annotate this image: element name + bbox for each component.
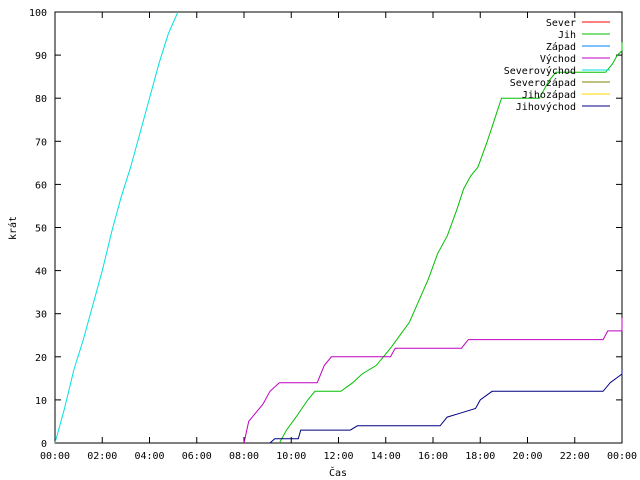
x-axis-label: Čas: [329, 466, 347, 479]
y-tick-label: 10: [35, 396, 47, 407]
x-tick-label: 04:00: [134, 451, 164, 462]
legend-label: Severovýchod: [504, 65, 576, 77]
legend-label: Sever: [546, 18, 576, 29]
legend-label: Jihovýchod: [516, 101, 576, 113]
y-tick-label: 80: [35, 94, 47, 105]
x-tick-label: 10:00: [276, 451, 306, 462]
legend-label: Severozápad: [510, 77, 576, 89]
x-tick-label: 02:00: [87, 451, 117, 462]
x-tick-label: 14:00: [371, 451, 401, 462]
y-tick-label: 100: [29, 8, 47, 19]
y-tick-label: 50: [35, 224, 47, 235]
y-tick-label: 40: [35, 267, 47, 278]
series-line-jihovýchod: [269, 369, 623, 444]
y-tick-label: 90: [35, 51, 47, 62]
series-lines: [54, 11, 623, 444]
x-tick-label: 00:00: [40, 451, 70, 462]
legend-label: Západ: [546, 41, 576, 53]
y-tick-label: 30: [35, 310, 47, 321]
x-tick-label: 20:00: [512, 451, 542, 462]
x-tick-label: 00:00: [607, 451, 637, 462]
y-axis-ticks: 0 10 20 30 40 50 60 70 80 90 100: [29, 8, 622, 450]
legend-label: Jih: [558, 30, 576, 41]
x-axis-ticks: 00:00 02:00 04:00 06:00 08:00 10:00 12:00 14:00…: [40, 12, 637, 462]
series-line-severovýchod: [54, 11, 179, 444]
x-tick-label: 06:00: [182, 451, 212, 462]
y-tick-label: 70: [35, 137, 47, 148]
y-axis-label: krát: [7, 216, 19, 240]
legend-label: Východ: [540, 53, 576, 65]
legend-label: Jihozápad: [522, 89, 576, 101]
y-tick-label: 0: [41, 439, 47, 450]
series-line-jih: [278, 42, 623, 444]
x-tick-label: 16:00: [418, 451, 448, 462]
x-tick-label: 08:00: [229, 451, 259, 462]
legend: SeverJihZápadVýchodSeverovýchodSeverozáp…: [504, 18, 610, 113]
x-tick-label: 12:00: [323, 451, 353, 462]
x-tick-label: 22:00: [560, 451, 590, 462]
x-tick-label: 18:00: [465, 451, 495, 462]
y-tick-label: 60: [35, 180, 47, 191]
series-line-východ: [243, 318, 623, 444]
y-tick-label: 20: [35, 353, 47, 364]
